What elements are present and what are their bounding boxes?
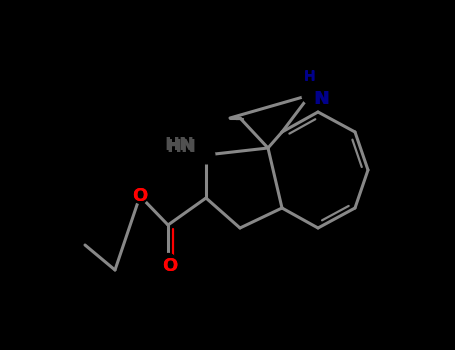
Text: HN: HN	[166, 138, 196, 156]
Text: O: O	[132, 187, 147, 205]
Text: O: O	[162, 257, 177, 275]
Text: HN: HN	[164, 136, 194, 154]
Text: N: N	[314, 90, 329, 108]
Text: H: H	[304, 70, 316, 84]
Text: O: O	[132, 187, 147, 205]
Text: N: N	[313, 90, 328, 108]
Text: O: O	[162, 257, 177, 275]
Text: H: H	[304, 69, 316, 83]
